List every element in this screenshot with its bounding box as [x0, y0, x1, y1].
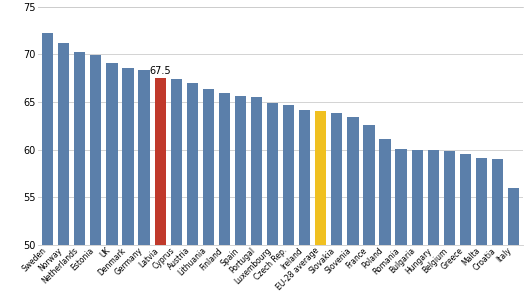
Bar	[331, 113, 342, 245]
Text: 67.5: 67.5	[149, 66, 171, 76]
Bar	[444, 151, 455, 245]
Bar	[74, 52, 85, 245]
Bar	[170, 79, 182, 245]
Bar	[396, 149, 407, 245]
Bar	[492, 159, 503, 245]
Bar	[106, 63, 118, 245]
Bar	[203, 88, 214, 245]
Bar	[460, 154, 471, 245]
Bar	[235, 96, 246, 245]
Bar	[315, 112, 327, 245]
Bar	[42, 33, 53, 245]
Bar	[58, 43, 69, 245]
Bar	[411, 150, 423, 245]
Bar	[155, 78, 166, 245]
Bar	[251, 97, 262, 245]
Bar	[219, 94, 230, 245]
Bar	[363, 125, 375, 245]
Bar	[267, 103, 278, 245]
Bar	[347, 117, 359, 245]
Bar	[138, 70, 150, 245]
Bar	[187, 83, 198, 245]
Bar	[90, 55, 102, 245]
Bar	[508, 188, 519, 245]
Bar	[428, 150, 439, 245]
Bar	[299, 109, 310, 245]
Bar	[283, 105, 294, 245]
Bar	[379, 139, 391, 245]
Bar	[476, 158, 487, 245]
Bar	[123, 68, 134, 245]
